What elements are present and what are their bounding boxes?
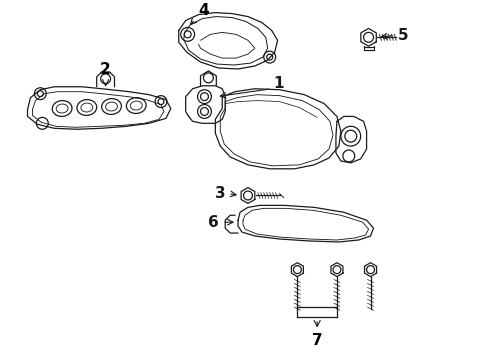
Text: 2: 2 <box>100 62 111 86</box>
Text: 5: 5 <box>397 28 408 43</box>
Text: 7: 7 <box>311 320 322 348</box>
Text: 3: 3 <box>215 186 225 201</box>
Text: 4: 4 <box>190 3 208 24</box>
Text: 6: 6 <box>207 215 218 230</box>
Text: 1: 1 <box>273 76 284 91</box>
